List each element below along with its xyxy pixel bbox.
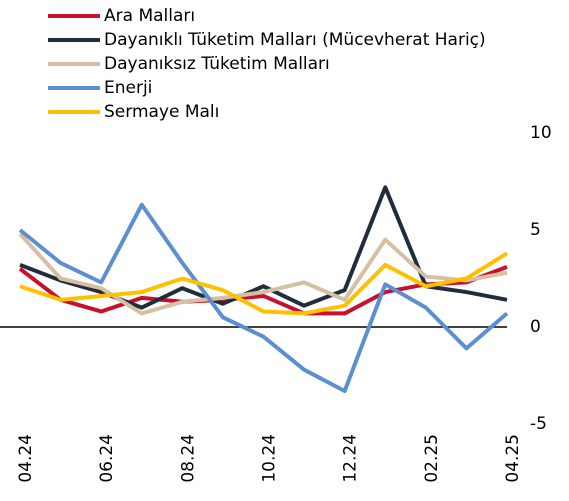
y-tick-label: 5 bbox=[530, 220, 541, 240]
y-tick-label: 10 bbox=[530, 123, 552, 143]
legend-label: Sermaye Malı bbox=[104, 102, 219, 122]
legend-label: Enerji bbox=[104, 78, 152, 98]
series-line bbox=[19, 185, 508, 310]
x-tick-label: 10.24 bbox=[260, 434, 280, 483]
series-line bbox=[18, 232, 508, 316]
y-tick-label: 0 bbox=[530, 317, 541, 337]
x-tick-label: 02.25 bbox=[422, 434, 442, 483]
legend-label: Dayanıklı Tüketim Malları (Mücevherat Ha… bbox=[104, 30, 486, 50]
x-tick-label: 08.24 bbox=[178, 434, 198, 483]
series-line bbox=[19, 251, 509, 316]
series-line bbox=[18, 202, 509, 394]
y-tick-label: -5 bbox=[530, 414, 547, 434]
x-tick-label: 04.24 bbox=[16, 434, 36, 483]
x-tick-label: 06.24 bbox=[97, 434, 117, 483]
x-tick-label: 12.24 bbox=[341, 434, 361, 483]
legend-label: Ara Malları bbox=[104, 6, 195, 26]
x-tick-label: 04.25 bbox=[503, 434, 523, 483]
legend-label: Dayanıksız Tüketim Malları bbox=[104, 54, 330, 74]
